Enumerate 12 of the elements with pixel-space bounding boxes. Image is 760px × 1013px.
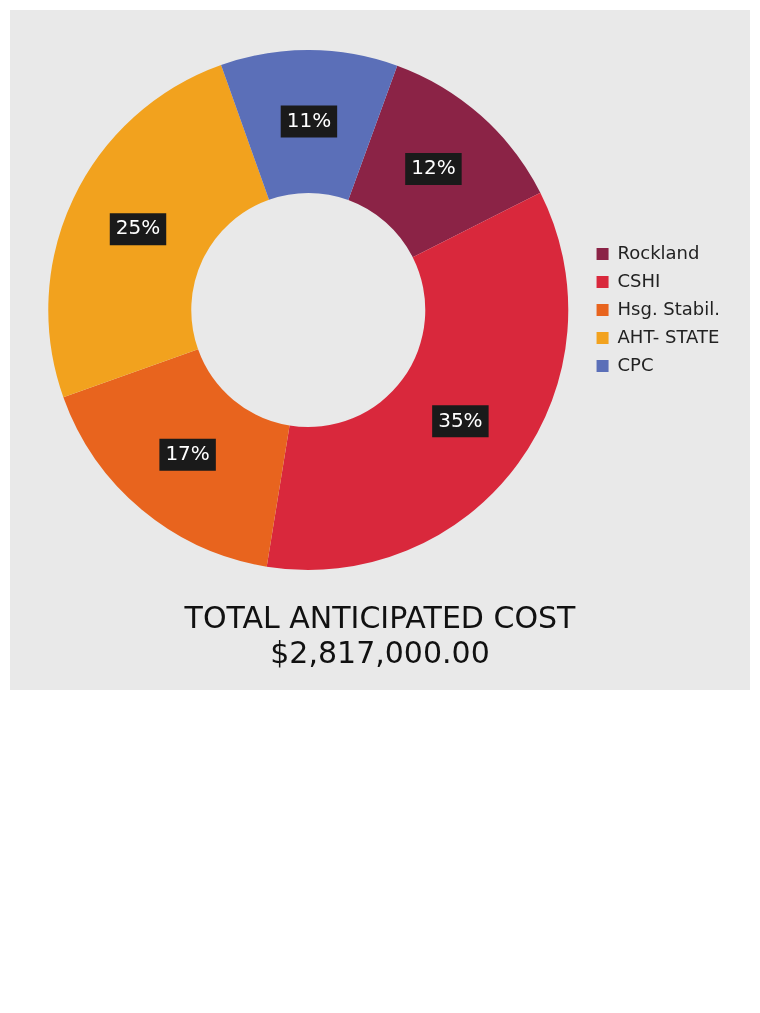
legend-label: Rockland xyxy=(617,241,700,263)
legend-label: CSHI xyxy=(617,269,661,291)
data-label: 12% xyxy=(411,155,456,180)
legend-label: Hsg. Stabil. xyxy=(617,297,721,319)
text: TOTAL ANTICIPATED COST xyxy=(183,600,577,635)
data-label: 11% xyxy=(286,107,332,132)
legend-label: AHT- STATE xyxy=(617,325,720,347)
data-label: 25% xyxy=(115,215,161,240)
text: $2,817,000.00 xyxy=(269,635,491,670)
legend-label: CPC xyxy=(617,353,654,375)
data-label: 35% xyxy=(438,407,483,432)
data-label: 17% xyxy=(165,441,210,466)
